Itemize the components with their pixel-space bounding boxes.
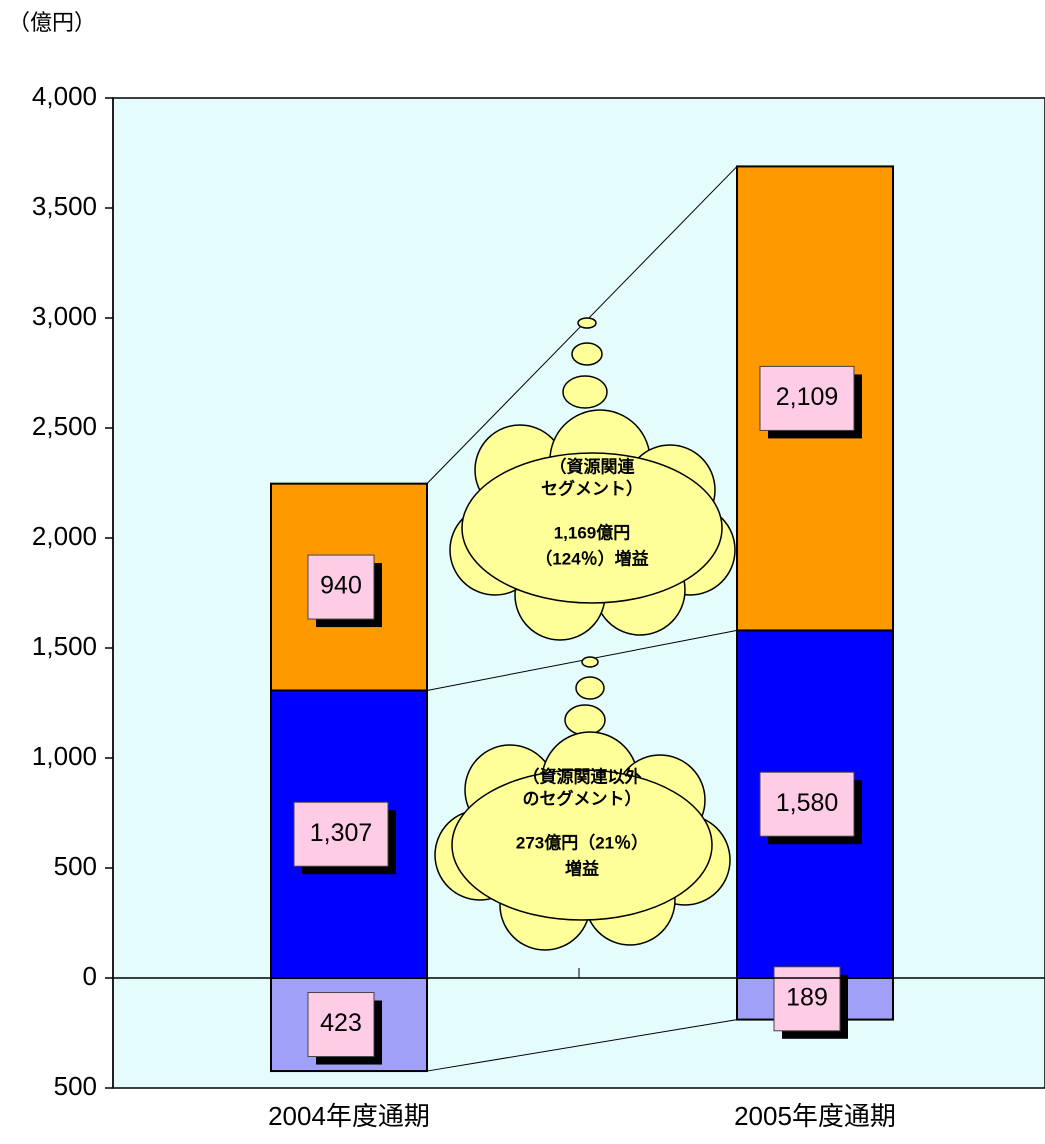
data-label: 940 (307, 554, 382, 628)
x-tick-label: 2005年度通期 (734, 1101, 896, 1131)
label-box (307, 992, 375, 1058)
value-label: 423 (320, 1009, 362, 1037)
y-tick-label: 4,000 (32, 81, 97, 111)
label-box (759, 365, 855, 431)
annotation-text: セグメント） (541, 478, 643, 498)
label-box (759, 771, 855, 837)
value-label: 1,580 (776, 789, 839, 817)
data-label: 2,109 (759, 365, 862, 439)
unit-label: （億円） (8, 10, 96, 35)
y-tick-label: 2,000 (32, 521, 97, 551)
cloud-1 (449, 317, 736, 641)
y-tick-label: 0 (83, 961, 97, 991)
value-label: 189 (786, 983, 828, 1011)
y-tick-label: 3,500 (32, 191, 97, 221)
value-label: 1,307 (310, 819, 373, 847)
y-tick-label: 2,500 (32, 411, 97, 441)
annotation-text: （資源関連 (550, 456, 636, 476)
data-label: 423 (307, 992, 382, 1065)
value-label: 2,109 (776, 383, 839, 411)
annotation-text: （資源関連以外 (523, 766, 642, 786)
data-label: 1,307 (293, 801, 396, 875)
annotation-text: （124％）増益 (535, 548, 648, 568)
y-tick-label: 1,000 (32, 741, 97, 771)
y-tick-label: 1,500 (32, 631, 97, 661)
x-tick-label: 2004年度通期 (268, 1101, 430, 1131)
data-label: 1,580 (759, 771, 862, 845)
annotation-text: 1,169億円 (554, 522, 631, 542)
label-box (293, 801, 389, 867)
y-tick-label: 500 (54, 851, 97, 881)
y-tick-label: 500 (54, 1071, 97, 1101)
value-label: 940 (320, 572, 362, 600)
annotation-text: 増益 (565, 858, 599, 878)
cloud-2 (434, 656, 731, 951)
annotation-text: のセグメント） (523, 788, 642, 808)
connector (426, 1019, 738, 1072)
annotation-text: 273億円（21％） (516, 832, 648, 852)
label-box (307, 554, 375, 620)
y-tick-label: 3,000 (32, 301, 97, 331)
